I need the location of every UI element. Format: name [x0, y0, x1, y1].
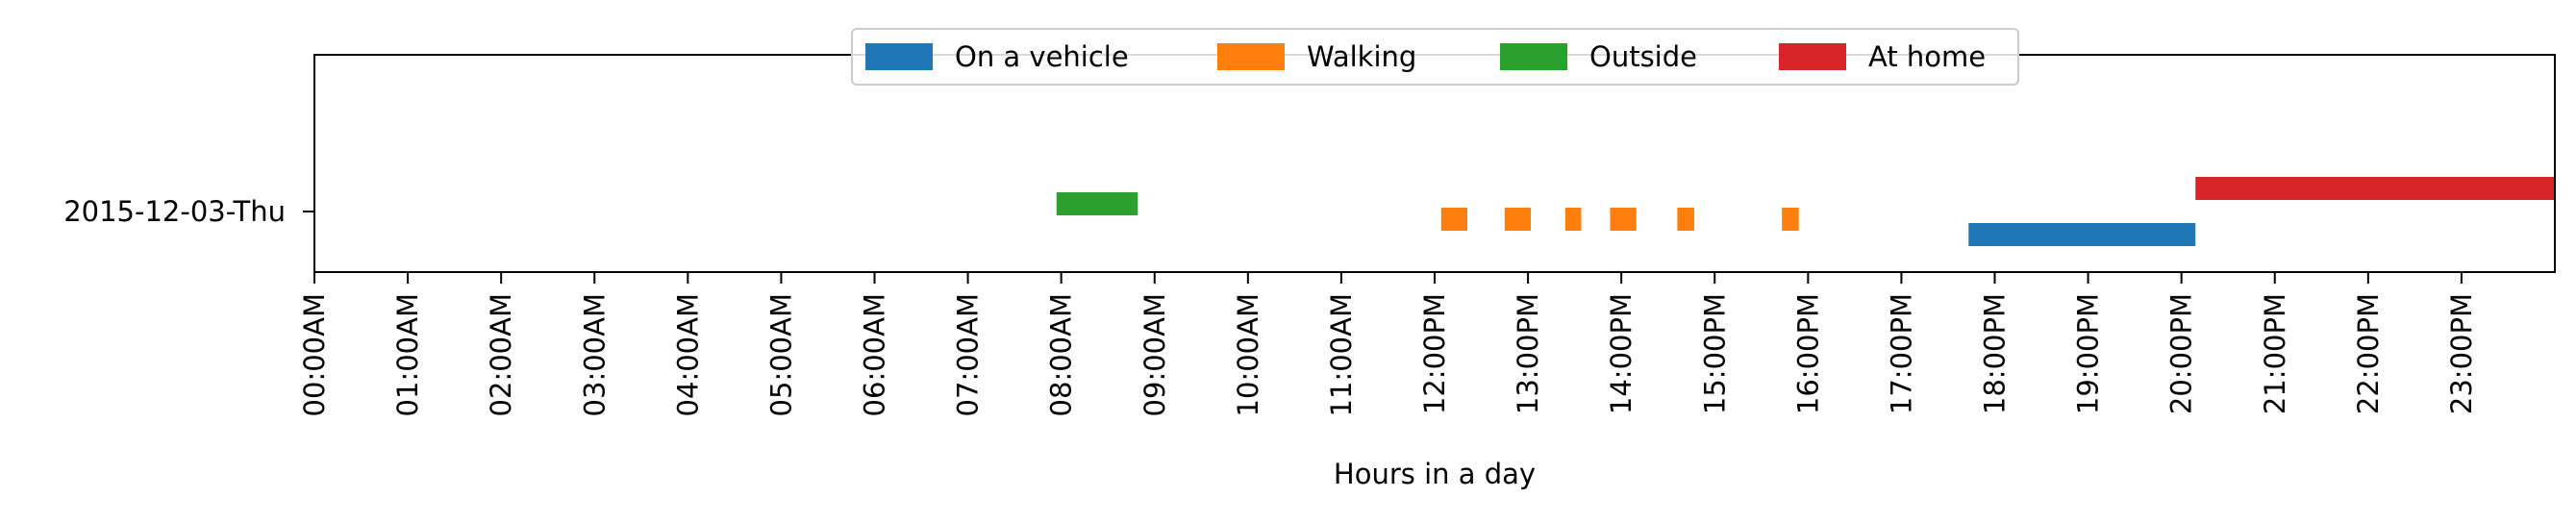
plot-frame	[313, 54, 2556, 273]
x-tick-label: 02:00AM	[485, 293, 517, 416]
x-tick-label: 08:00AM	[1045, 293, 1078, 416]
legend-swatch-outside	[1500, 43, 1567, 70]
x-tick-label: 00:00AM	[298, 293, 331, 416]
legend: On a vehicle Walking Outside At home	[851, 28, 2019, 86]
bar-walking	[1564, 208, 1582, 231]
x-axis: 00:00AM 01:00AM 02:00AM 03:00AM 04:00AM 05:00…	[298, 272, 2478, 416]
x-tick-label: 13:00PM	[1512, 293, 1544, 414]
x-tick-label: 11:00AM	[1325, 293, 1358, 416]
x-tick-label: 21:00PM	[2259, 293, 2291, 414]
x-axis-label: Hours in a day	[1334, 458, 1536, 490]
bars-layer	[1056, 177, 2555, 246]
y-axis: 2015-12-03-Thu	[63, 195, 314, 228]
x-tick-label: 04:00AM	[671, 293, 704, 416]
x-tick-label: 12:00PM	[1418, 293, 1451, 414]
legend-swatch-at-home	[1779, 43, 1846, 70]
bar-walking	[1677, 208, 1694, 231]
legend-swatch-walking	[1217, 43, 1285, 70]
legend-label-walking: Walking	[1307, 40, 1416, 73]
x-tick-label: 19:00PM	[2072, 293, 2105, 414]
x-tick-label: 15:00PM	[1698, 293, 1731, 414]
x-tick-label: 20:00PM	[2165, 293, 2198, 414]
bar-walking	[1440, 208, 1467, 231]
x-tick-label: 03:00AM	[578, 293, 611, 416]
x-tick-label: 22:00PM	[2352, 293, 2385, 414]
x-tick-label: 17:00PM	[1885, 293, 1917, 414]
x-tick-label: 14:00PM	[1605, 293, 1638, 414]
legend-label-on-a-vehicle: On a vehicle	[955, 40, 1129, 73]
legend-swatch-on-a-vehicle	[865, 43, 933, 70]
bar-on-a-vehicle	[1968, 223, 2196, 246]
bar-walking	[1504, 208, 1531, 231]
bar-walking	[1782, 208, 1799, 231]
x-tick-label: 10:00AM	[1232, 293, 1264, 416]
x-tick-label: 23:00PM	[2445, 293, 2478, 414]
x-tick-label: 06:00AM	[859, 293, 891, 416]
x-tick-label: 07:00AM	[952, 293, 985, 416]
legend-label-at-home: At home	[1868, 40, 1986, 73]
x-tick-label: 09:00AM	[1138, 293, 1171, 416]
x-tick-label: 01:00AM	[391, 293, 424, 416]
x-tick-label: 05:00AM	[764, 293, 797, 416]
x-tick-label: 18:00PM	[1979, 293, 2012, 414]
bar-walking	[1610, 208, 1637, 231]
bar-outside	[1056, 192, 1138, 215]
bar-at-home	[2195, 177, 2555, 200]
y-tick-label: 2015-12-03-Thu	[63, 195, 286, 228]
legend-label-outside: Outside	[1589, 40, 1697, 73]
x-tick-label: 16:00PM	[1791, 293, 1824, 414]
legend-box	[851, 28, 2019, 86]
